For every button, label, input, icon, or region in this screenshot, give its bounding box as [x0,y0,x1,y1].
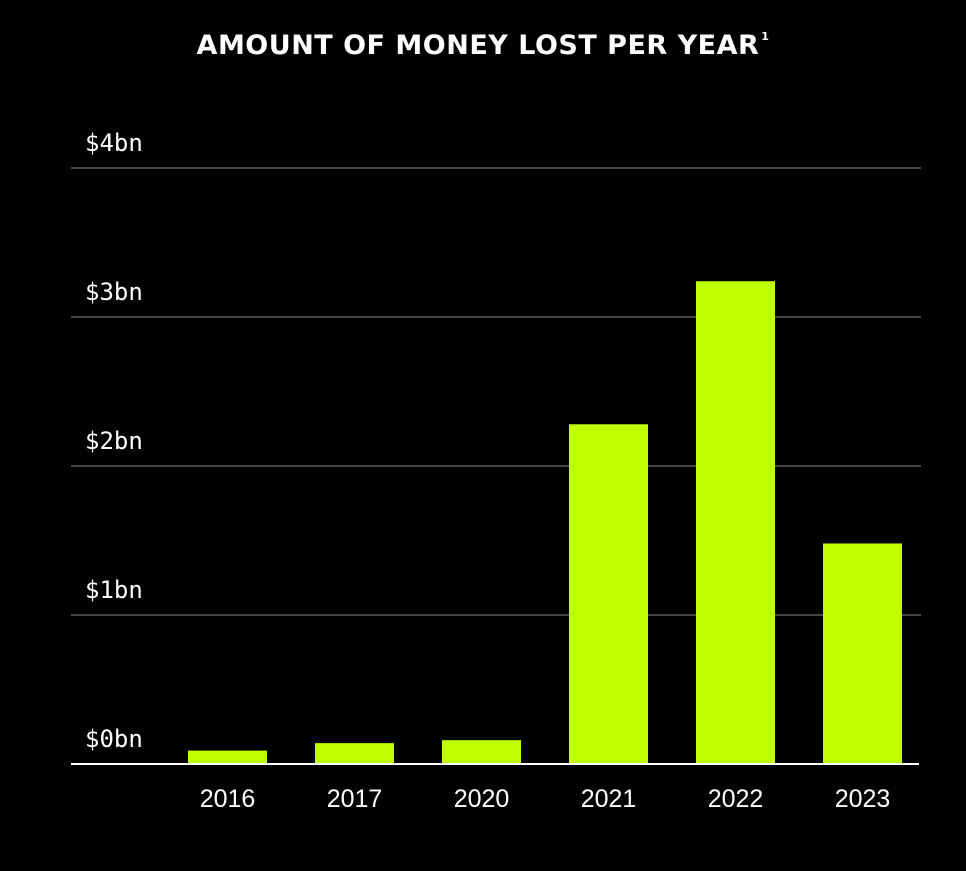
bar [442,740,521,764]
chart-title-text: AMOUNT OF MONEY LOST PER YEAR [196,30,760,61]
x-tick-label: 2020 [454,785,510,813]
x-tick-label: 2016 [200,785,256,813]
y-tick-label: $2bn [85,427,143,455]
y-tick-label: $0bn [85,725,143,753]
bar [569,424,648,764]
x-tick-label: 2023 [835,785,891,813]
bar [696,281,775,764]
x-tick-label: 2017 [327,785,383,813]
chart-title: AMOUNT OF MONEY LOST PER YEAR 1 [0,30,966,61]
bar [188,750,267,764]
x-tick-label: 2021 [581,785,637,813]
x-tick-label: 2022 [708,785,764,813]
bar [315,743,394,764]
y-tick-label: $4bn [85,129,143,157]
title-footnote: 1 [761,30,770,43]
bar [823,543,902,764]
y-tick-label: $3bn [85,278,143,306]
y-tick-label: $1bn [85,576,143,604]
